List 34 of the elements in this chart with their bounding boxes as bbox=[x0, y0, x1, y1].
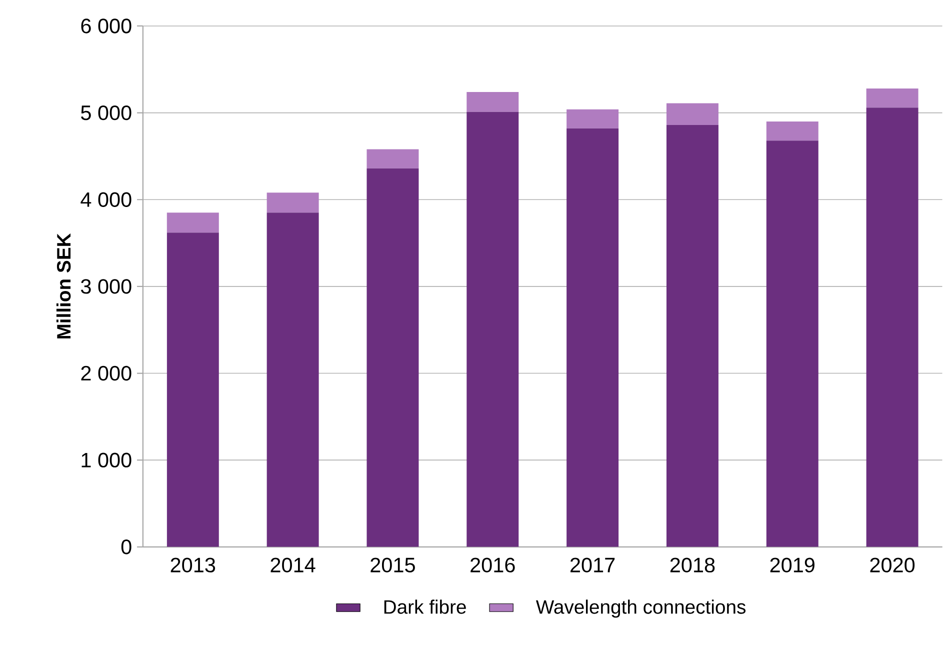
bar bbox=[566, 128, 619, 547]
x-tick-label: 2014 bbox=[270, 558, 316, 572]
x-tick-label: 2015 bbox=[370, 558, 415, 572]
y-tick-label: 0 bbox=[121, 540, 132, 554]
bar bbox=[366, 149, 419, 168]
y-tick-label: 4 000 bbox=[80, 192, 132, 207]
x-tick-label: 2018 bbox=[670, 558, 715, 572]
bar bbox=[466, 112, 519, 547]
y-tick-label: 3 000 bbox=[80, 279, 132, 294]
y-tick-label: 1 000 bbox=[82, 452, 132, 468]
x-tick-label: 2016 bbox=[470, 558, 515, 572]
bar bbox=[866, 108, 918, 547]
y-tick-label: 2 000 bbox=[81, 366, 132, 381]
legend-label: Dark fibre bbox=[384, 600, 466, 614]
bar bbox=[266, 192, 319, 213]
bar bbox=[666, 124, 718, 547]
bar bbox=[866, 88, 918, 108]
x-tick-label: 2017 bbox=[570, 558, 615, 572]
y-tick-label: 5 000 bbox=[81, 105, 132, 120]
bar bbox=[466, 92, 519, 112]
bar bbox=[766, 121, 818, 141]
y-axis-title: Million SEK bbox=[56, 233, 71, 338]
bar bbox=[366, 168, 419, 547]
legend-label: Wavelength connections bbox=[536, 600, 746, 618]
bar bbox=[266, 212, 319, 547]
bar bbox=[666, 103, 718, 125]
x-tick-label: 2013 bbox=[170, 558, 216, 572]
x-tick-label: 2019 bbox=[770, 558, 814, 572]
y-tick-label: 6 000 bbox=[81, 18, 132, 34]
bar bbox=[766, 140, 818, 547]
x-tick-label: 2020 bbox=[870, 558, 915, 572]
bar bbox=[166, 212, 219, 233]
bar bbox=[166, 232, 219, 547]
bar bbox=[566, 109, 619, 128]
